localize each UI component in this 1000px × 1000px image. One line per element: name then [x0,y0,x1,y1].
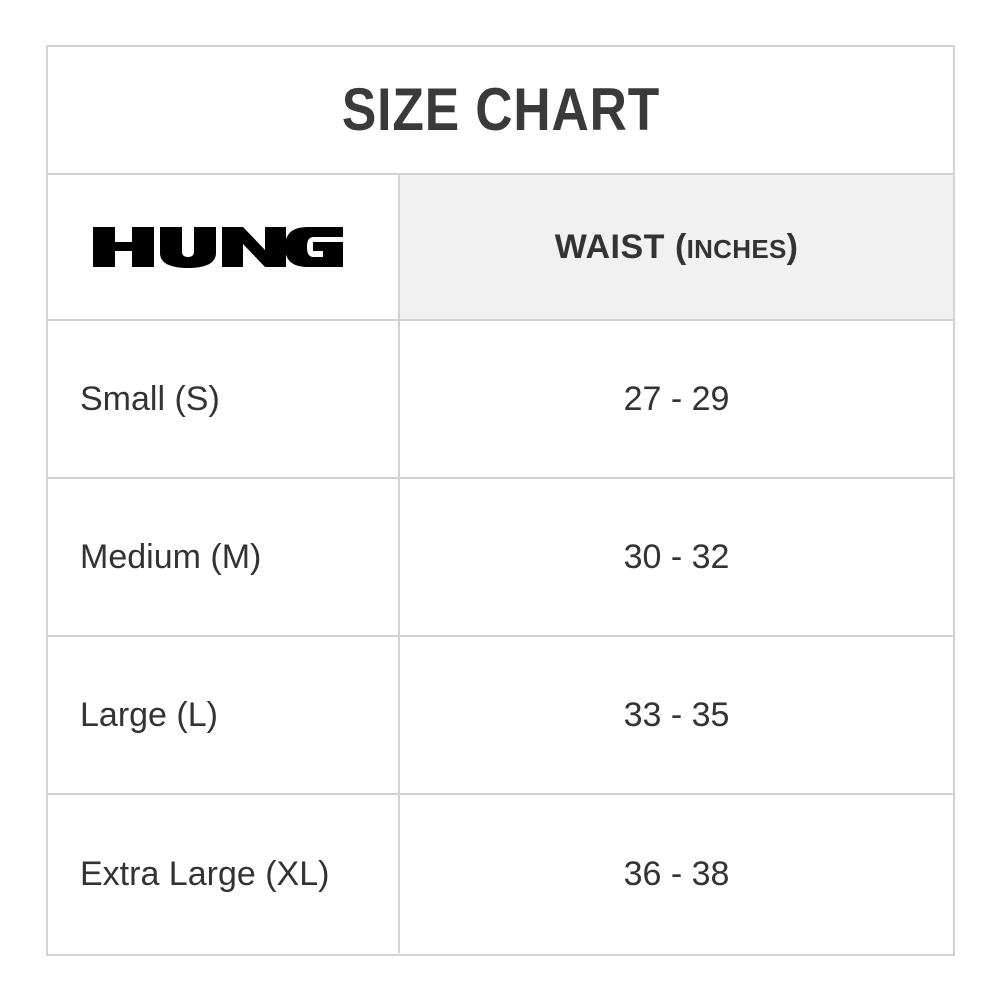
waist-cell: 36 - 38 [400,795,953,953]
size-label: Extra Large (XL) [80,855,330,893]
waist-value: 33 - 35 [623,696,730,734]
table-row: Extra Large (XL) 36 - 38 [48,795,953,953]
table-row: Small (S) 27 - 29 [48,321,953,479]
waist-value: 36 - 38 [623,855,730,893]
hung-logo [93,224,343,270]
waist-cell: 30 - 32 [400,479,953,635]
measure-header-label: WAIST (INCHES) [555,230,798,264]
size-cell: Large (L) [48,637,400,793]
size-label: Medium (M) [80,538,262,576]
table-header-row: WAIST (INCHES) [48,175,953,321]
table-title-row: SIZE CHART [48,47,953,175]
measure-header-unit: (INCHES) [675,230,798,264]
size-label: Small (S) [80,380,220,418]
table-row: Large (L) 33 - 35 [48,637,953,795]
measure-header-main: WAIST [554,228,665,266]
table-row: Medium (M) 30 - 32 [48,479,953,637]
measure-header-cell: WAIST (INCHES) [400,175,953,319]
table-body: Small (S) 27 - 29 Medium (M) 30 - 32 Lar… [48,321,953,954]
waist-cell: 27 - 29 [400,321,953,477]
page-title: SIZE CHART [341,76,660,143]
waist-value: 30 - 32 [623,538,730,576]
brand-header-cell [48,175,400,319]
unit-paren-open: ( [674,228,687,266]
unit-paren-close: ) [786,228,799,266]
waist-cell: 33 - 35 [400,637,953,793]
waist-value: 27 - 29 [623,380,730,418]
unit-word: INCHES [686,234,787,264]
size-cell: Medium (M) [48,479,400,635]
size-label: Large (L) [80,696,218,734]
size-cell: Extra Large (XL) [48,795,400,953]
size-cell: Small (S) [48,321,400,477]
size-chart-table: SIZE CHART [46,45,955,956]
